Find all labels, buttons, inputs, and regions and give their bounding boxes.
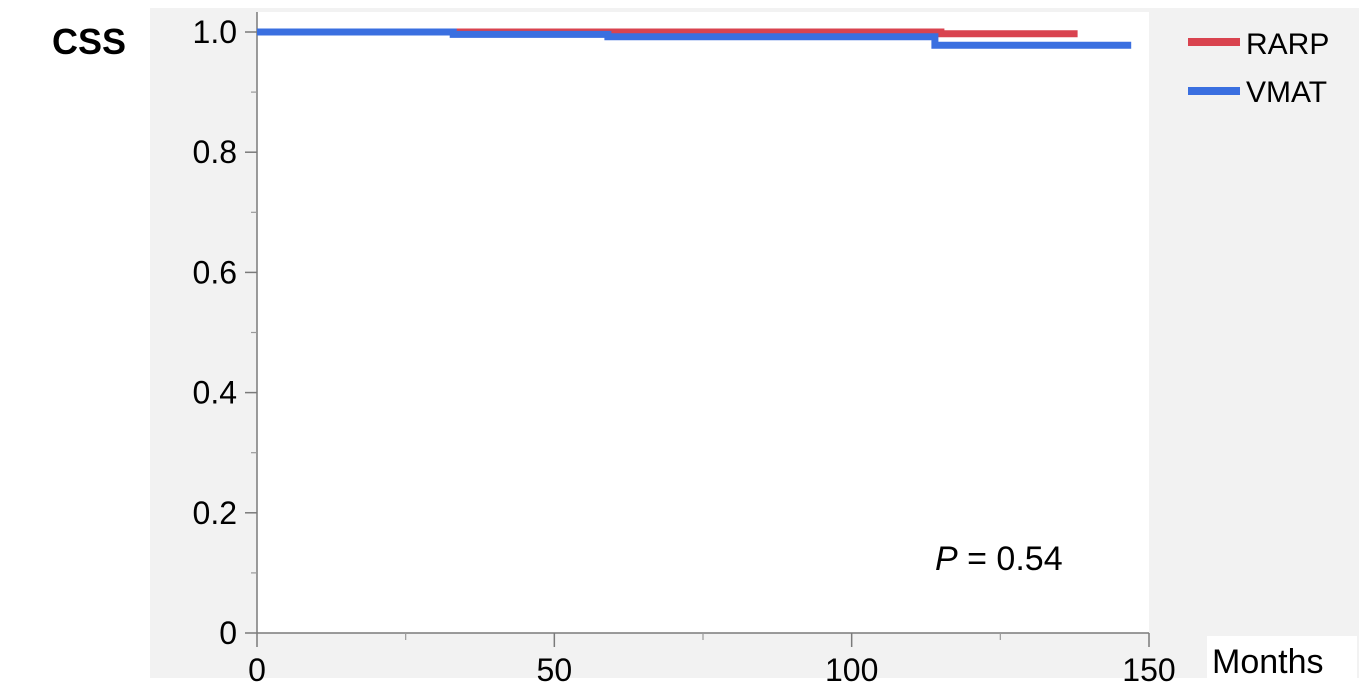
y-tick-label: 0.2 (193, 495, 237, 531)
x-tick-label: 150 (1122, 652, 1175, 686)
y-tick-label: 0.4 (193, 375, 237, 411)
legend-label-rarp: RARP (1246, 28, 1329, 61)
x-tick-label: 50 (537, 652, 573, 686)
chart-title: CSS (52, 21, 126, 62)
y-tick-label: 1.0 (193, 14, 237, 50)
x-tick-label: 0 (248, 652, 266, 686)
p-value-text: = 0.54 (958, 540, 1063, 578)
p-value-annotation: P = 0.54 (935, 540, 1063, 578)
x-tick-label: 100 (825, 652, 878, 686)
legend-label-vmat: VMAT (1246, 76, 1327, 109)
p-value-symbol: P (935, 540, 958, 578)
y-tick-label: 0.6 (193, 254, 237, 290)
x-axis-label: Months (1212, 643, 1324, 681)
y-tick-label: 0.8 (193, 134, 237, 170)
y-tick-label: 0 (219, 615, 237, 651)
